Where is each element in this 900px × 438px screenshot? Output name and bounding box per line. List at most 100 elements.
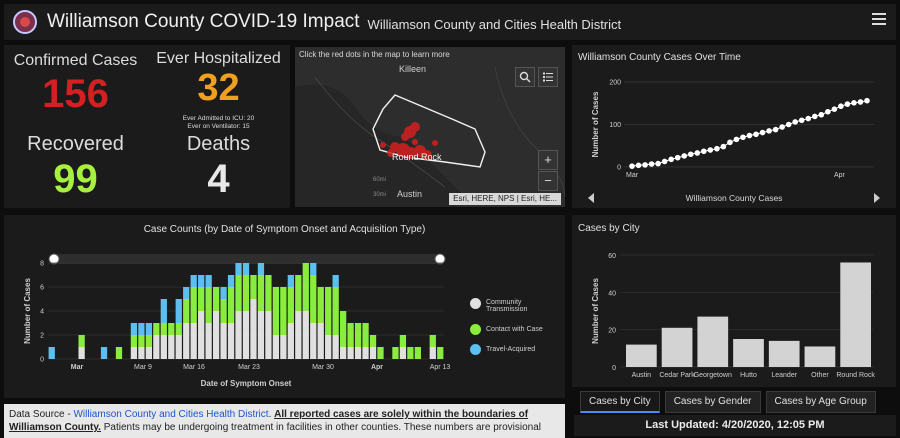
travel-bar xyxy=(220,287,227,299)
legend-travel-label: Travel-Acquired xyxy=(486,346,536,353)
x-tick-label: Mar xyxy=(71,364,84,371)
community-bar xyxy=(369,347,377,359)
stats-panel: Confirmed Cases 156 Ever Hospitalized 32… xyxy=(4,45,290,208)
map-search-button[interactable] xyxy=(515,67,535,87)
x-tick-label: Mar 30 xyxy=(312,364,334,371)
contact-bar xyxy=(429,335,436,347)
contact-bar xyxy=(362,323,369,347)
city-label: Cedar Park xyxy=(659,372,695,379)
community-bar xyxy=(220,323,227,359)
data-point xyxy=(727,139,733,146)
confirmed-cases-value: 156 xyxy=(42,72,109,116)
contact-bar xyxy=(437,347,444,359)
legend-community: Community Transmission xyxy=(470,298,556,313)
y-tick-label: 6 xyxy=(40,285,44,292)
case-counts-panel: Case Counts (by Date of Symptom Onset an… xyxy=(4,215,565,398)
travel-bar xyxy=(242,263,250,275)
tab-cases-by-gender[interactable]: Cases by Gender xyxy=(664,391,761,413)
data-point xyxy=(642,162,648,168)
hamburger-menu-icon[interactable] xyxy=(872,13,886,27)
community-bar xyxy=(295,311,302,359)
contact-bar xyxy=(190,287,197,323)
map-scale-60mi: 60mi xyxy=(373,177,386,183)
cases-over-time-title: Williamson County Cases Over Time xyxy=(578,52,741,63)
range-slider-end-handle xyxy=(434,253,446,265)
data-point xyxy=(740,134,746,141)
community-bar xyxy=(168,335,175,359)
y-tick-label: 0 xyxy=(40,357,44,364)
contact-bar xyxy=(302,263,309,311)
x-tick-label: Apr xyxy=(371,364,383,371)
contact-bar xyxy=(280,287,287,335)
boundary-note: All reported cases are solely within the… xyxy=(9,409,529,433)
community-bar xyxy=(153,335,160,359)
x-tick-label: Mar 23 xyxy=(238,364,260,371)
zoom-in-button[interactable]: + xyxy=(538,150,558,170)
chart-next-arrow-icon[interactable] xyxy=(874,193,880,203)
travel-bar xyxy=(198,275,205,287)
app-title: Williamson County COVID-19 Impact xyxy=(47,11,360,32)
y-tick-label: 60 xyxy=(608,253,616,260)
case-counts-title: Case Counts (by Date of Symptom Onset an… xyxy=(143,224,426,235)
data-point xyxy=(674,154,681,161)
contact-bar xyxy=(205,287,212,323)
contact-bar xyxy=(227,287,235,323)
data-point xyxy=(805,115,812,122)
data-point xyxy=(857,99,864,105)
legend-travel-swatch xyxy=(470,344,481,355)
community-bar xyxy=(339,347,347,359)
contact-bar xyxy=(235,275,242,311)
travel-bar xyxy=(235,263,242,275)
contact-bar xyxy=(198,287,205,311)
city-bar xyxy=(697,316,729,367)
data-source-prefix: Data Source - xyxy=(9,409,74,420)
app-subtitle: Williamson County and Cities Health Dist… xyxy=(367,16,622,32)
community-bar xyxy=(160,335,167,359)
chart-prev-arrow-icon[interactable] xyxy=(588,193,594,203)
community-bar xyxy=(78,347,85,359)
map-place-killeen: Killeen xyxy=(399,64,426,74)
zoom-out-button[interactable]: − xyxy=(538,171,558,191)
travel-bar xyxy=(100,347,108,359)
x-tick-label: Mar xyxy=(626,172,639,179)
contact-bar xyxy=(310,275,317,323)
data-point xyxy=(772,126,779,133)
cases-by-city-chart[interactable]: 0 20 40 60 Number of Cases Austin Cedar ParkGe… xyxy=(572,215,896,387)
community-bar xyxy=(287,323,294,359)
tab-cases-by-city[interactable]: Cases by City xyxy=(580,391,660,413)
case-counts-chart[interactable]: 0 2 4 6 8 Number of Cases Mar Mar 9 Mar 16 Mar 23… xyxy=(4,215,565,398)
travel-bar xyxy=(190,275,197,287)
contact-bar xyxy=(138,335,145,347)
data-point xyxy=(655,160,661,167)
cases-by-city-title: Cases by City xyxy=(578,223,640,234)
contact-bar xyxy=(272,287,280,335)
confirmed-cases-label: Confirmed Cases xyxy=(13,52,138,69)
data-point xyxy=(838,103,844,110)
data-source-link[interactable]: Williamson County and Cities Health Dist… xyxy=(73,409,269,420)
contact-bar xyxy=(392,347,399,359)
data-point xyxy=(701,148,707,155)
contact-bar xyxy=(183,299,190,323)
community-bar xyxy=(354,347,362,359)
data-point xyxy=(720,143,727,150)
cases-over-time-chart[interactable]: 0 100 200 Number of Cases Mar Apr xyxy=(572,45,896,208)
tab-cases-by-age-group[interactable]: Cases by Age Group xyxy=(765,391,876,413)
city-bar xyxy=(733,339,764,367)
contact-bar xyxy=(369,335,377,347)
deaths-label: Deaths xyxy=(186,133,251,155)
legend-contact: Contact with Case xyxy=(470,324,543,335)
contact-bar xyxy=(78,335,85,347)
city-label: Georgetown xyxy=(694,372,732,379)
community-bar xyxy=(325,335,332,359)
contact-bar xyxy=(168,323,175,335)
community-bar xyxy=(130,347,138,359)
community-bar xyxy=(272,335,280,359)
y-tick-label: 20 xyxy=(608,328,616,335)
community-bar xyxy=(399,347,407,359)
city-bar xyxy=(768,340,800,367)
community-bar xyxy=(212,311,220,359)
data-point xyxy=(766,128,772,134)
y-axis-title: Number of Cases xyxy=(591,91,600,157)
map-layers-button[interactable] xyxy=(538,67,558,87)
county-map[interactable]: Killeen Round Rock Austin 60mi 30mi Clic… xyxy=(295,47,565,207)
